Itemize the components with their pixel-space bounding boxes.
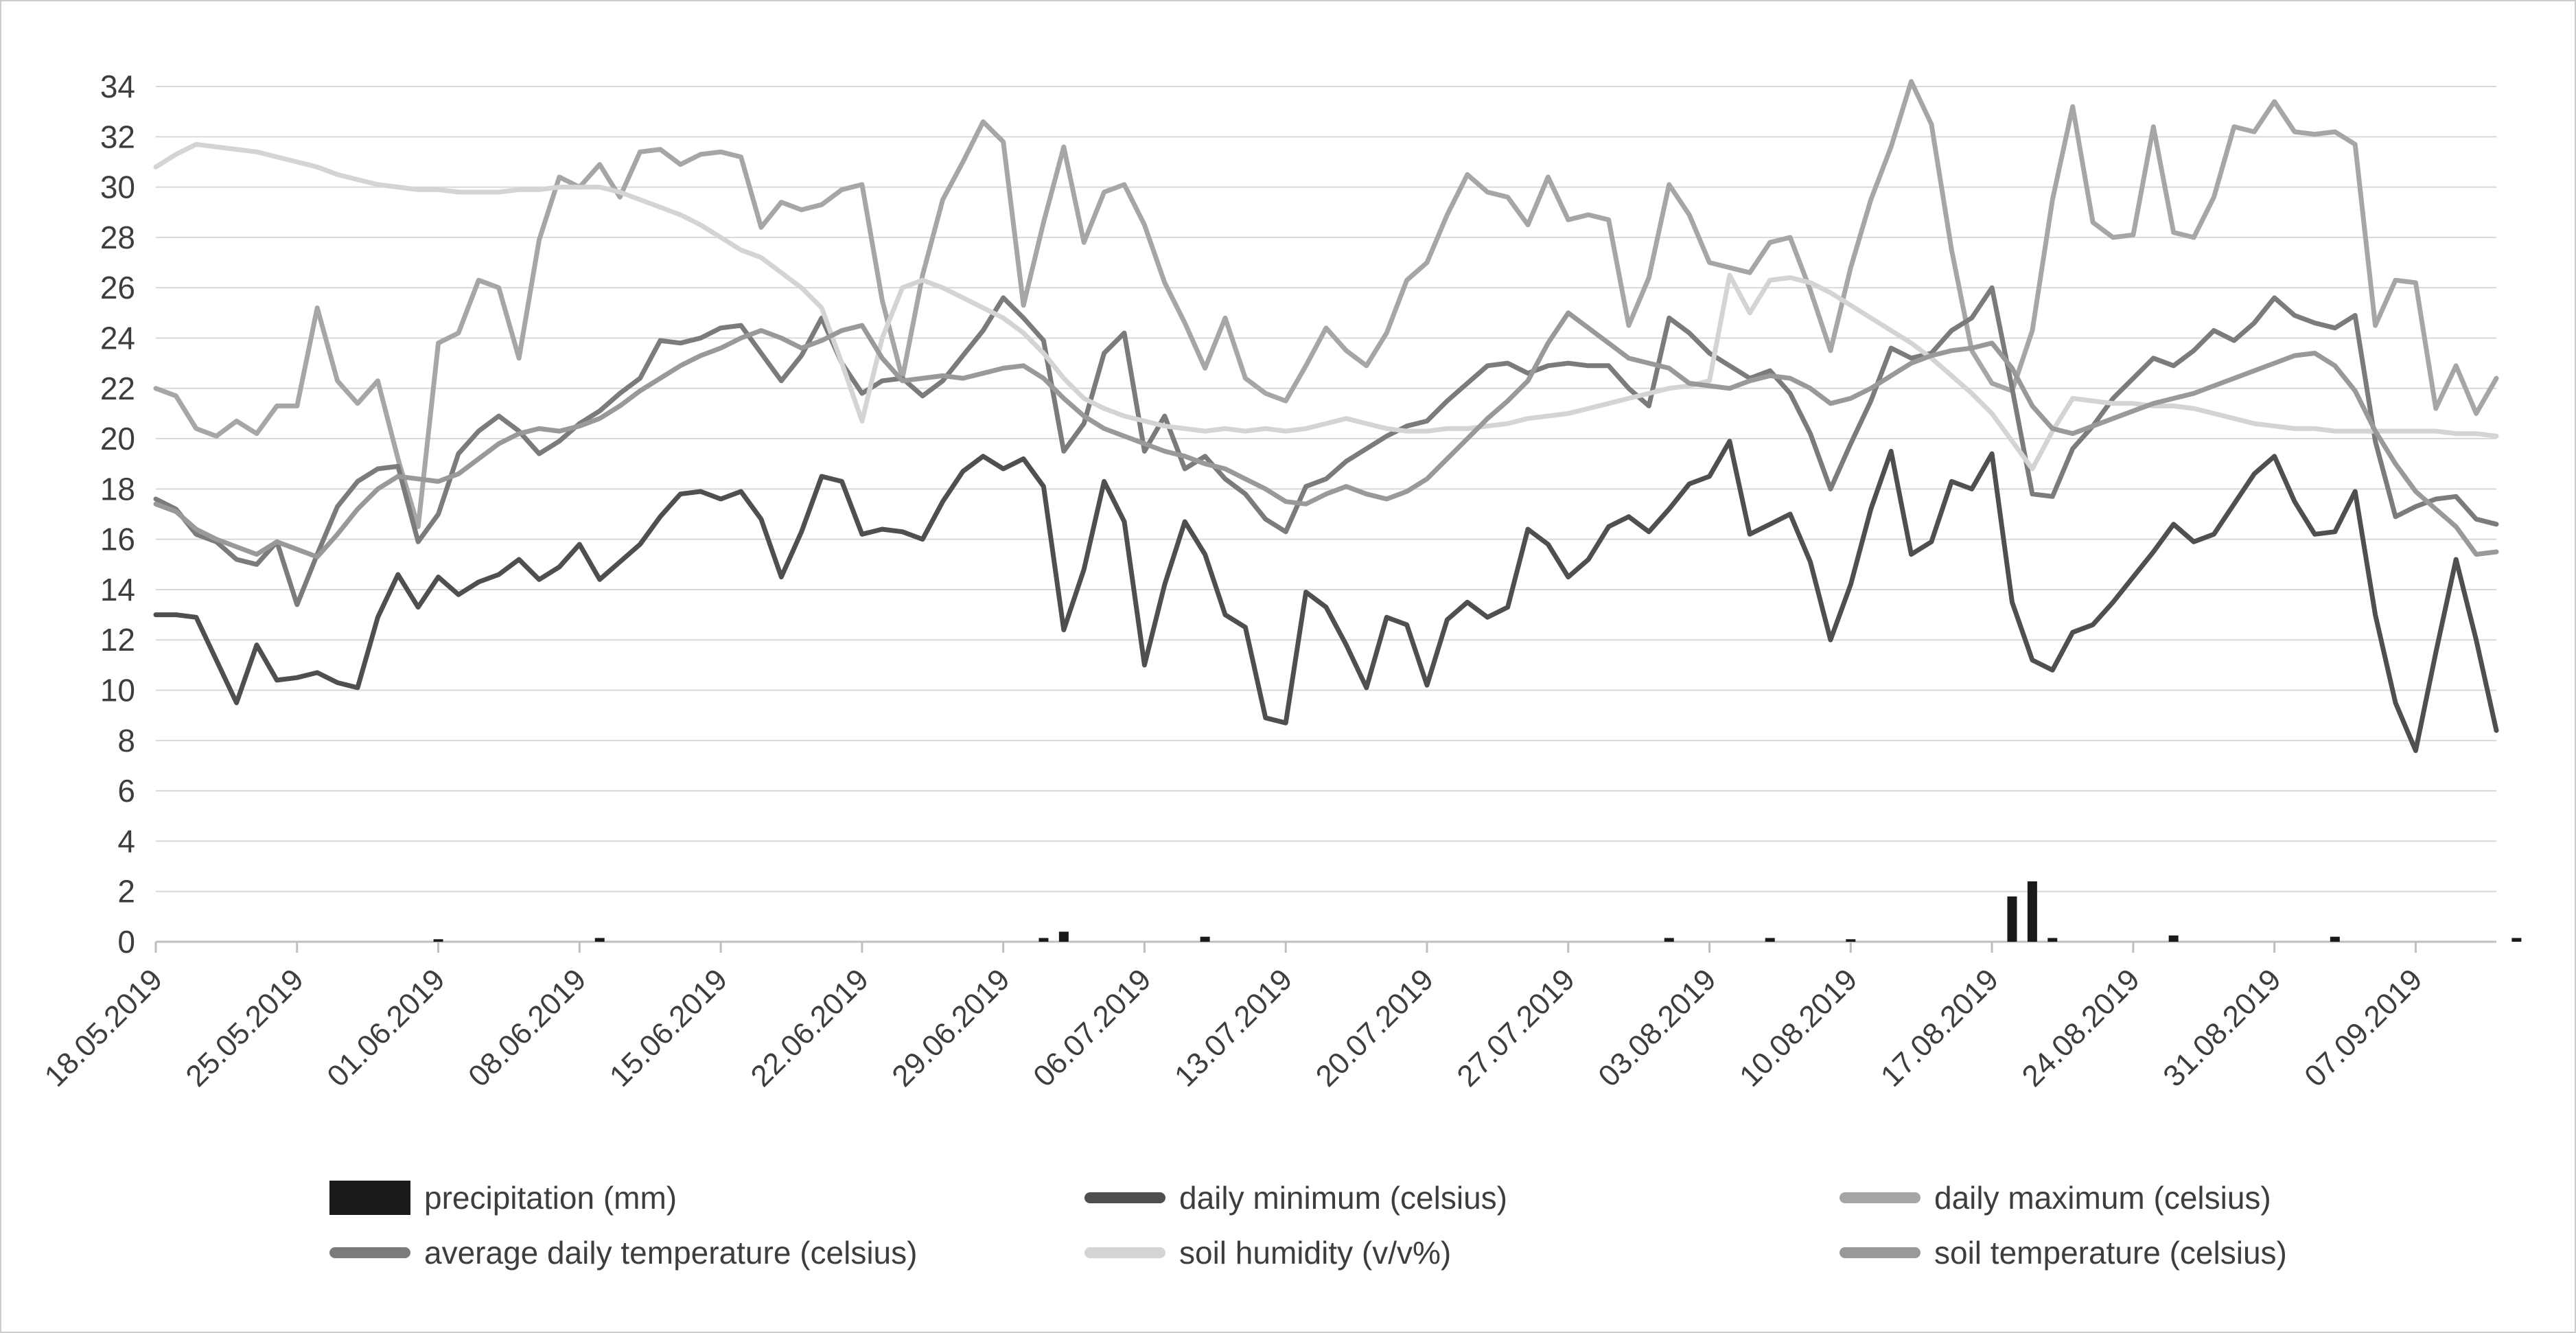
precipitation-bar [2330, 936, 2340, 942]
legend-row-1: precipitation (mm) daily minimum (celsiu… [329, 1179, 2553, 1216]
legend-item-soil-temperature[interactable]: soil temperature (celsius) [1840, 1234, 2553, 1271]
x-axis-label: 10.08.2019 [1733, 962, 1864, 1093]
y-axis-label-8: 8 [117, 723, 135, 758]
precipitation-bar [2047, 938, 2058, 942]
legend-label: precipitation (mm) [424, 1180, 677, 1216]
precipitation-bar [1058, 931, 1069, 942]
y-axis-label-4: 4 [117, 823, 135, 859]
legend-label: average daily temperature (celsius) [424, 1235, 918, 1271]
legend-item-daily-maximum[interactable]: daily maximum (celsius) [1840, 1179, 2553, 1216]
y-axis-label-32: 32 [100, 119, 135, 154]
precipitation-bar [2007, 896, 2017, 942]
precipitation-bar [1765, 938, 1775, 942]
precipitation-bar [1200, 936, 1210, 942]
legend-item-soil-humidity[interactable]: soil humidity (v/v%) [1084, 1234, 1840, 1271]
y-axis-label-20: 20 [100, 421, 135, 456]
y-axis-label-30: 30 [100, 170, 135, 205]
series-line-1 [153, 439, 2499, 753]
legend-label: soil humidity (v/v%) [1179, 1235, 1452, 1271]
x-axis-label: 07.09.2019 [2298, 962, 2428, 1093]
series-line-3 [153, 285, 2499, 607]
y-axis-label-18: 18 [100, 471, 135, 507]
x-axis-label: 22.06.2019 [745, 962, 875, 1093]
x-axis-label: 03.08.2019 [1592, 962, 1722, 1093]
x-axis-label: 13.07.2019 [1168, 962, 1299, 1093]
daily-maximum-line-swatch-icon [1840, 1192, 1921, 1203]
y-axis-label-24: 24 [100, 320, 135, 356]
x-axis-label: 17.08.2019 [1875, 962, 2005, 1093]
legend-item-average-daily-temperature[interactable]: average daily temperature (celsius) [329, 1234, 1084, 1271]
series-line-5 [153, 310, 2499, 559]
legend-label: daily minimum (celsius) [1179, 1180, 1507, 1216]
precipitation-bar [433, 939, 443, 942]
precipitation-bar [1038, 938, 1049, 942]
series-line-2 [153, 79, 2499, 529]
x-axis-label: 08.06.2019 [462, 962, 592, 1093]
legend-label: soil temperature (celsius) [1934, 1235, 2287, 1271]
y-axis-label-10: 10 [100, 673, 135, 708]
y-axis-label-16: 16 [100, 522, 135, 557]
precipitation-bar [1846, 939, 1856, 942]
x-axis-label: 31.08.2019 [2157, 962, 2287, 1093]
x-axis-label: 27.07.2019 [1450, 962, 1581, 1093]
precipitation-bar [594, 938, 605, 942]
x-axis-label: 29.06.2019 [885, 962, 1016, 1093]
y-axis-label-14: 14 [100, 572, 135, 607]
average-temperature-line-swatch-icon [329, 1247, 410, 1258]
x-axis-label: 06.07.2019 [1027, 962, 1157, 1093]
y-axis-label-0: 0 [117, 924, 135, 960]
soil-humidity-line-swatch-icon [1084, 1247, 1165, 1258]
x-axis-label: 15.06.2019 [603, 962, 734, 1093]
x-axis-label: 01.06.2019 [321, 962, 451, 1093]
legend-item-daily-minimum[interactable]: daily minimum (celsius) [1084, 1179, 1840, 1216]
precipitation-bar [1664, 938, 1674, 942]
chart-legend: precipitation (mm) daily minimum (celsiu… [329, 1179, 2553, 1289]
y-axis-label-34: 34 [100, 69, 135, 104]
daily-minimum-line-swatch-icon [1084, 1192, 1165, 1203]
precipitation-bar [2511, 938, 2522, 942]
precipitation-bar [2027, 881, 2037, 942]
x-axis-label: 24.08.2019 [2016, 962, 2146, 1093]
series-line-4 [153, 141, 2499, 472]
legend-label: daily maximum (celsius) [1934, 1180, 2271, 1216]
y-axis-label-2: 2 [117, 874, 135, 909]
y-axis-label-22: 22 [100, 371, 135, 406]
precipitation-bar [2168, 935, 2179, 942]
y-axis-label-28: 28 [100, 220, 135, 255]
precipitation-bar-swatch-icon [329, 1181, 410, 1215]
soil-temperature-line-swatch-icon [1840, 1247, 1921, 1258]
x-axis-label: 25.05.2019 [179, 962, 310, 1093]
y-axis-label-6: 6 [117, 773, 135, 809]
x-axis-label: 18.05.2019 [38, 962, 169, 1093]
legend-item-precipitation[interactable]: precipitation (mm) [329, 1179, 1084, 1216]
legend-row-2: average daily temperature (celsius) soil… [329, 1234, 2553, 1271]
x-axis-label: 20.07.2019 [1310, 962, 1440, 1093]
y-axis-label-12: 12 [100, 622, 135, 658]
y-axis-label-26: 26 [100, 270, 135, 305]
